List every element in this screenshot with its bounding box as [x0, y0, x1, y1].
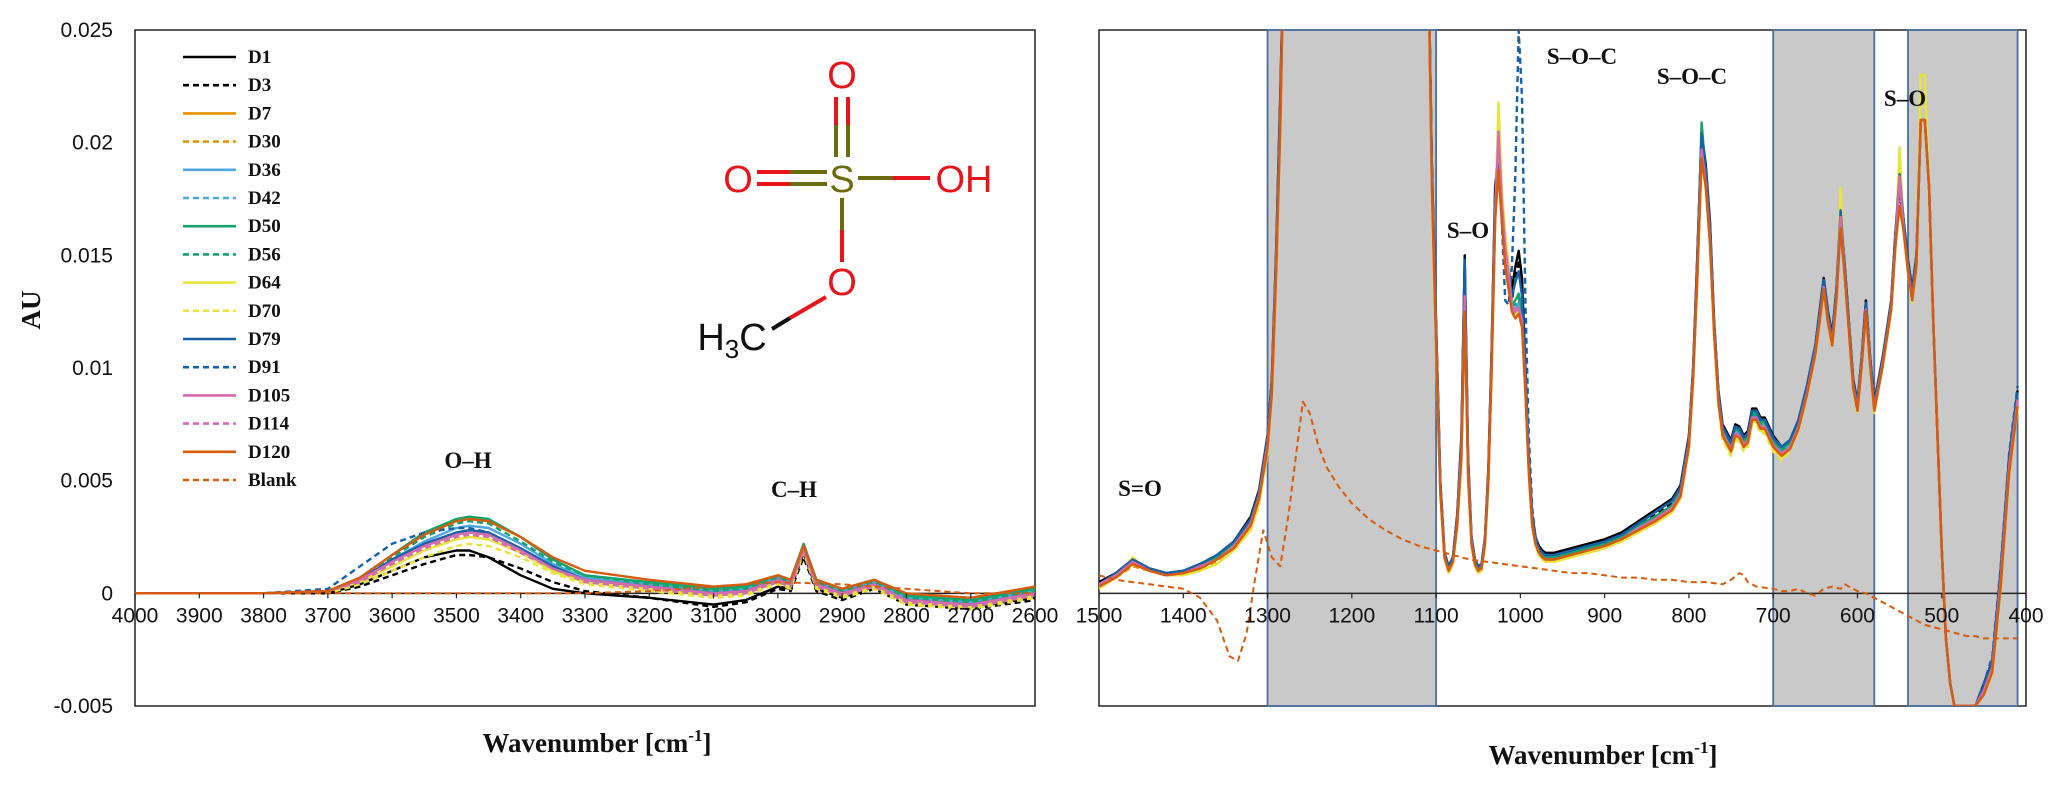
- legend-label-d56: D56: [248, 244, 281, 265]
- x-tick-label: 1300: [1244, 604, 1291, 627]
- x-tick-label: 3400: [497, 604, 544, 627]
- legend-label-d91: D91: [248, 357, 281, 378]
- atom-ch3: H3C: [697, 317, 766, 364]
- x-tick-label: 2600: [1012, 604, 1059, 627]
- x-tick-label: 3500: [433, 604, 480, 627]
- atom-o-top: O: [827, 55, 857, 97]
- legend-label-d120: D120: [248, 442, 290, 463]
- y-tick-label: 0: [101, 582, 113, 605]
- x-tick-label: 4000: [112, 604, 159, 627]
- legend-label-d42: D42: [248, 188, 281, 209]
- atom-s: S: [829, 159, 854, 201]
- methyl-hydrogen-sulfate-structure: O O S OH O H3C: [697, 55, 992, 364]
- series-line-d105: [135, 531, 1035, 606]
- right-x-axis-title: Wavenumber [cm-1]: [1489, 738, 1718, 770]
- annotation-s-o-c-1: S–O–C: [1547, 44, 1617, 69]
- annotation-s-o-c-2: S–O–C: [1657, 64, 1727, 89]
- x-tick-label: 800: [1671, 604, 1706, 627]
- bond-o-ch3-black: [770, 316, 792, 331]
- right-x-tick-labels: 1500 1400 1300 1200 1100 1000 900 800 700 600 500 4…: [1076, 593, 2044, 627]
- atom-o-ester: O: [827, 262, 857, 304]
- left-y-tick-labels: -0.005 0 0.005 0.01 0.015 0.02 0.025: [53, 19, 113, 718]
- bond-o-ch3-red: [788, 295, 828, 320]
- legend-label-d64: D64: [248, 273, 281, 294]
- left-spectrum-panel: 4000 3900 3800 3700 3600 3500 3400 3300 3200 3100…: [16, 19, 1058, 758]
- series-line-d120: [135, 517, 1035, 599]
- atom-o-left: O: [723, 159, 753, 201]
- legend-label-d50: D50: [248, 216, 281, 237]
- legend-label-d7: D7: [248, 103, 272, 124]
- x-tick-label: 1500: [1076, 604, 1123, 627]
- y-tick-label: 0.015: [60, 244, 113, 267]
- x-tick-label: 3200: [626, 604, 673, 627]
- series-line-d56: [135, 520, 1035, 604]
- y-tick-label: 0.01: [72, 357, 113, 380]
- y-tick-label: -0.005: [53, 695, 113, 718]
- annotation-s-o-1: S–O: [1447, 218, 1489, 243]
- x-tick-label: 1000: [1497, 604, 1544, 627]
- x-tick-label: 2700: [947, 604, 994, 627]
- y-axis-title: AU: [16, 291, 46, 330]
- x-tick-label: 3600: [369, 604, 416, 627]
- left-plot-area: 4000 3900 3800 3700 3600 3500 3400 3300 3200 3100…: [53, 19, 1058, 718]
- legend-label-d3: D3: [248, 75, 271, 96]
- left-x-tick-labels: 4000 3900 3800 3700 3600 3500 3400 3300 3200 3100…: [112, 593, 1059, 627]
- x-tick-label: 2900: [819, 604, 866, 627]
- series-line-d3: [135, 553, 1035, 611]
- annotation-s-double-o: S=O: [1118, 476, 1162, 501]
- annotation-o-h: O–H: [444, 448, 491, 473]
- x-tick-label: 700: [1756, 604, 1791, 627]
- x-tick-label: 3300: [562, 604, 609, 627]
- x-tick-label: 600: [1840, 604, 1875, 627]
- x-tick-label: 3100: [690, 604, 737, 627]
- series-line-blank: [1099, 400, 2018, 662]
- right-series-group: [1099, 30, 2019, 706]
- x-tick-label: 1200: [1328, 604, 1375, 627]
- right-plot-frame: [1098, 29, 2027, 707]
- legend-label-d36: D36: [248, 160, 281, 181]
- series-line-d120: [1099, 30, 2019, 706]
- right-spectrum-panel: 1500 1400 1300 1200 1100 1000 900 800 700 600 500 4…: [1076, 29, 2044, 770]
- x-tick-label: 1100: [1414, 604, 1459, 627]
- series-line-blank: [135, 581, 1035, 595]
- legend-label-blank: Blank: [248, 470, 297, 491]
- legend-label-d70: D70: [248, 301, 281, 322]
- annotation-s-o-2: S–O: [1884, 86, 1926, 111]
- x-tick-label: 3900: [176, 604, 223, 627]
- x-tick-label: 3000: [754, 604, 801, 627]
- y-tick-label: 0.025: [60, 19, 113, 42]
- legend-label-d105: D105: [248, 385, 290, 406]
- legend-label-d79: D79: [248, 329, 281, 350]
- y-tick-label: 0.02: [72, 132, 113, 155]
- x-tick-label: 500: [1924, 604, 1959, 627]
- legend-label-d30: D30: [248, 132, 281, 153]
- atom-oh: OH: [936, 159, 993, 201]
- y-tick-label: 0.005: [60, 470, 113, 493]
- x-tick-label: 1400: [1160, 604, 1207, 627]
- legend-label-d114: D114: [248, 414, 290, 435]
- x-tick-label: 2800: [883, 604, 930, 627]
- legend-label-d1: D1: [248, 47, 271, 68]
- left-x-axis-title: Wavenumber [cm-1]: [483, 726, 712, 758]
- x-tick-label: 900: [1587, 604, 1622, 627]
- x-tick-label: 3800: [240, 604, 287, 627]
- right-plot-area: 1500 1400 1300 1200 1100 1000 900 800 700 600 500 4…: [1076, 29, 2044, 707]
- x-tick-label: 3700: [304, 604, 351, 627]
- legend: D1 D3 D7 D30 D36 D42 D50 D56 D64 D70 D79 D91 D105 D11…: [183, 47, 297, 491]
- annotation-c-h: C–H: [771, 477, 817, 502]
- x-tick-label: 400: [2008, 604, 2043, 627]
